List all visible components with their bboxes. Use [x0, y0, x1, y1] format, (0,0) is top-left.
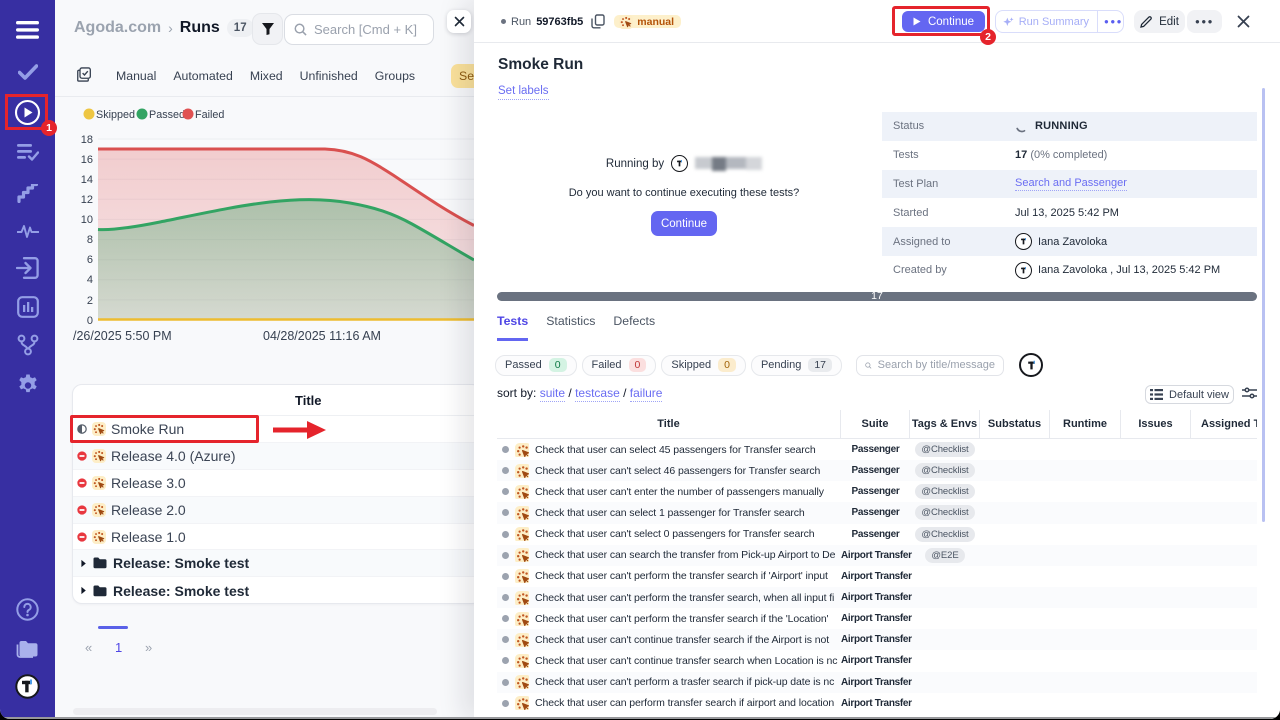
svg-text:6: 6: [87, 254, 93, 266]
svg-text:/26/2025 5:50 PM: /26/2025 5:50 PM: [73, 329, 172, 343]
svg-text:2: 2: [87, 295, 93, 307]
svg-text:Passed: Passed: [149, 109, 185, 121]
svg-text:12: 12: [81, 194, 93, 206]
svg-text:4: 4: [87, 274, 93, 286]
svg-text:04/28/2025 11:16 AM: 04/28/2025 11:16 AM: [263, 329, 381, 343]
svg-text:14: 14: [81, 174, 93, 186]
svg-text:Failed: Failed: [195, 109, 224, 121]
svg-text:0: 0: [87, 315, 93, 327]
svg-text:Skipped: Skipped: [96, 109, 135, 121]
svg-text:16: 16: [81, 154, 93, 166]
svg-text:10: 10: [81, 214, 93, 226]
svg-text:8: 8: [87, 234, 93, 246]
svg-text:18: 18: [81, 134, 93, 146]
